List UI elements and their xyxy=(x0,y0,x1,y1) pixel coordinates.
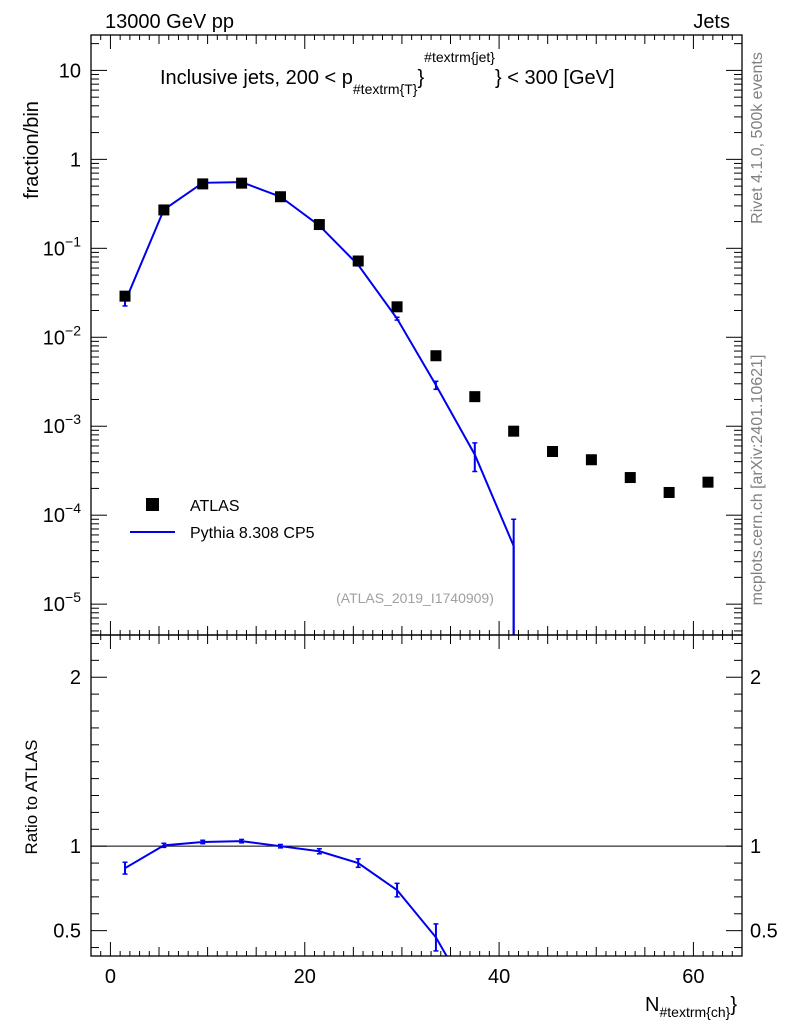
atlas-data-point xyxy=(508,425,520,437)
ratio-tick-label-left: 2 xyxy=(70,667,81,689)
atlas-data-point xyxy=(624,472,636,484)
ratio-tick-label-right: 0.5 xyxy=(750,921,778,943)
rivet-version-label: Rivet 4.1.0, 500k events xyxy=(749,52,766,224)
analysis-annotation: (ATLAS_2019_I1740909) xyxy=(336,590,494,606)
atlas-data-point xyxy=(119,290,131,302)
legend-pythia-label: Pythia 8.308 CP5 xyxy=(190,525,315,542)
y-tick-label: 10−3 xyxy=(43,411,81,438)
atlas-data-point xyxy=(469,391,481,403)
y-tick-label: 10 xyxy=(59,60,81,82)
atlas-data-point xyxy=(702,476,714,488)
ratio-tick-label-left: 1 xyxy=(70,836,81,858)
main-frame xyxy=(90,34,743,636)
legend-atlas-label: ATLAS xyxy=(190,498,240,515)
y-axis-label: fraction/bin xyxy=(21,101,43,199)
axes: 0 20 40 60 10 1 10−1 10−2 10−3 10−4 10−5 2 2 1 1 0.5 0.5 xyxy=(43,35,778,988)
ratio-tick-label-left: 0.5 xyxy=(53,921,81,943)
y-tick-label: 10−4 xyxy=(43,500,81,527)
ratio-axis-label: Ratio to ATLAS xyxy=(22,740,41,855)
y-tick-label: 10−2 xyxy=(43,322,81,349)
atlas-data-point xyxy=(158,204,170,216)
atlas-data-point xyxy=(352,255,364,267)
atlas-data-point xyxy=(391,301,403,313)
ratio-line xyxy=(124,840,448,956)
atlas-data-point xyxy=(430,350,442,362)
data-marks xyxy=(119,177,714,956)
y-tick-label: 10−1 xyxy=(43,233,81,260)
x-tick-label: 20 xyxy=(294,966,316,988)
ratio-panel-marks xyxy=(122,838,448,956)
atlas-data-point xyxy=(547,445,559,457)
y-tick-label: 10−5 xyxy=(43,589,81,616)
main-panel-marks xyxy=(119,177,714,635)
chart-title: Inclusive jets, 200 < p#textrm{T}}#textr… xyxy=(160,49,615,97)
atlas-data-point xyxy=(274,191,286,203)
pythia-line xyxy=(124,181,515,635)
ratio-tick-label-right: 2 xyxy=(750,667,761,689)
atlas-data-point xyxy=(313,219,325,231)
x-tick-label: 0 xyxy=(105,966,116,988)
x-tick-label: 60 xyxy=(682,966,704,988)
legend: ATLAS Pythia 8.308 CP5 xyxy=(130,498,315,542)
mcplots-label: mcplots.cern.ch [arXiv:2401.10621] xyxy=(749,355,766,606)
x-axis-label: N#textrm{ch}} xyxy=(645,994,737,1020)
legend-atlas-marker xyxy=(146,498,159,511)
atlas-data-point xyxy=(197,178,209,190)
ratio-tick-label-right: 1 xyxy=(750,836,761,858)
atlas-data-point xyxy=(236,177,248,189)
x-tick-label: 40 xyxy=(488,966,510,988)
header-left: 13000 GeV pp xyxy=(105,11,234,33)
atlas-data-point xyxy=(663,486,675,498)
y-tick-label: 1 xyxy=(70,149,81,171)
ratio-frame xyxy=(90,634,743,957)
header-right: Jets xyxy=(693,11,730,33)
atlas-data-point xyxy=(585,454,597,466)
